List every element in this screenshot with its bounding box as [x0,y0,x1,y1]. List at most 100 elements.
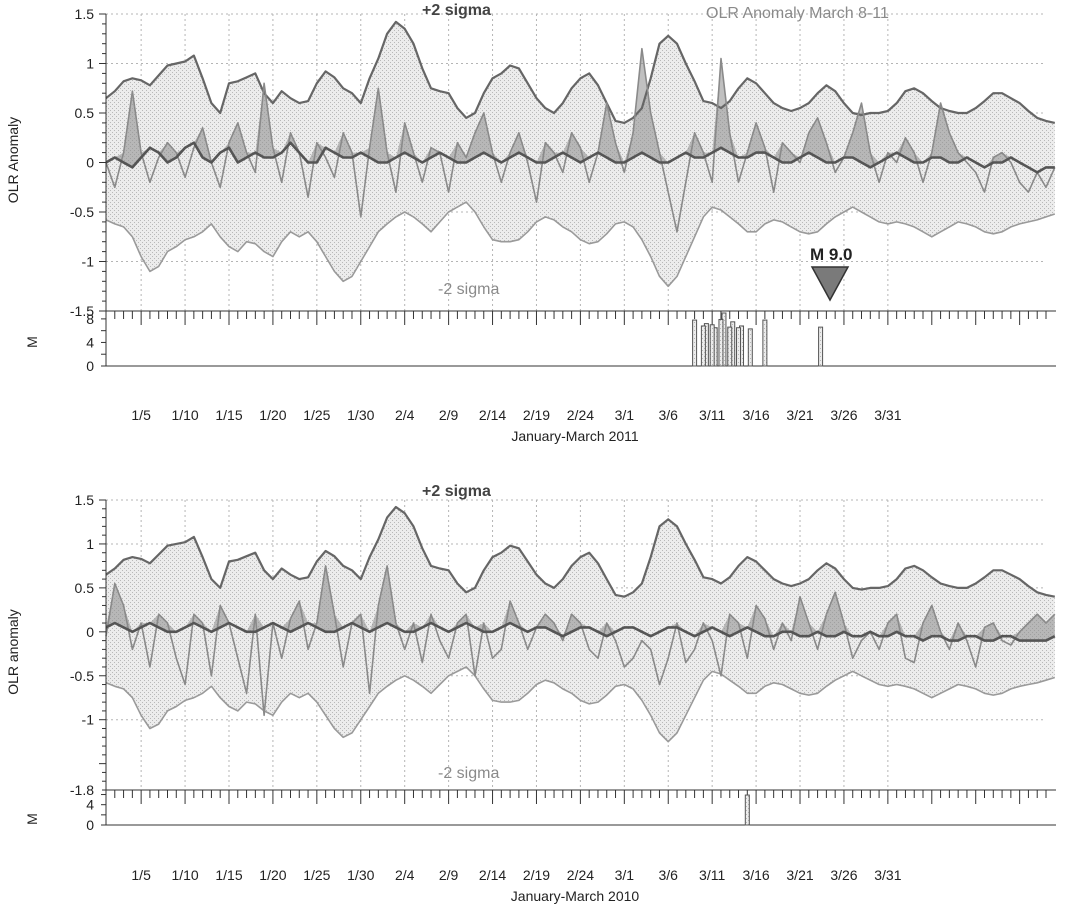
quake-label-2011: M 9.0 [810,245,853,264]
magnitude-chart-2011: 8 4 0 1/5 1/10 1/15 1/20 1/25 1/30 2/4 2/9 2/14 2/1… [24,310,1056,444]
magnitude-bar [727,326,733,367]
y-tick-label: -0.5 [70,668,94,684]
y-axis-label-magnitude-2011: M [24,336,40,348]
sigma-low-label-2011: -2 sigma [438,281,499,298]
x-tick-label: 2/19 [523,407,550,423]
series-plus-2-sigma-line [105,20,1056,125]
magnitude-bar [718,318,724,367]
x-tick-label: 3/21 [786,407,813,423]
y-tick-labels-magnitude-2011: 8 4 0 [86,311,94,374]
x-tick-label: 1/20 [259,867,286,883]
x-tick-label: 3/31 [874,407,901,423]
y-tick-label: 1.5 [75,6,95,22]
anomaly-exceedance-2011 [106,48,1055,173]
magnitude-bar [736,327,742,367]
quake-triangle-marker [810,266,850,302]
x-tick-label: 3/1 [615,407,635,423]
y-tick-label: 0 [86,358,94,374]
x-tick-label: 1/25 [303,867,330,883]
y-tick-label: 1 [86,536,94,552]
y-tick-label: 0 [86,624,94,640]
x-tick-label: 3/26 [830,407,857,423]
x-tick-label: 3/11 [699,867,725,883]
sigma-high-label-2010: +2 sigma [422,483,491,500]
x-tick-label: 2/9 [439,407,459,423]
magnitude-chart-2010: 40 1/5 1/10 1/15 1/20 1/25 1/30 2/4 2/9 2/14 2/19… [24,789,1056,904]
x-tick-label: 3/21 [786,867,813,883]
x-tick-label: 3/11 [699,407,725,423]
exceedance-area [106,565,1055,641]
x-tick-labels-2011: 1/5 1/10 1/15 1/20 1/25 1/30 2/4 2/9 2/14 2/19 2/2… [131,407,901,423]
x-tick-label: 1/5 [131,407,151,423]
x-axis-label-2011: January-March 2011 [511,428,639,444]
x-tick-label: 1/10 [171,867,198,883]
series-minus-2-sigma-line [105,201,1056,288]
magnitude-bars-2010 [744,794,750,826]
x-tick-label: 2/19 [523,867,550,883]
series-observed-line [105,565,1056,717]
exceedance-area [106,48,1055,173]
y-tick-label: 1.5 [75,492,95,508]
y-tick-label: 0.5 [75,105,95,121]
y-tick-labels-2011: 1.5 1 0.5 0 -0.5 -1 -1.5 [70,6,94,319]
series-mean-line [105,621,1056,642]
y-tick-label: 0 [86,817,94,833]
x-tick-label: 2/14 [479,867,506,883]
x-tick-label: 3/16 [742,867,769,883]
x-tick-label: 2/4 [395,407,415,423]
series-plus-2-sigma-line [105,505,1056,598]
series-mean-line [105,141,1055,174]
y-tick-label: -1.8 [70,782,94,798]
y-tick-labels-2010: 1.5 1 0.5 0 -0.5 -1 -1.8 [70,492,94,798]
y-tick-label: -1 [82,254,95,270]
y-tick-label: 0.5 [75,580,95,596]
y-axis-label-2011: OLR Anomaly [5,117,21,203]
y-tick-label: -1 [82,712,95,728]
y-axis-label-magnitude-2010: M [24,813,40,825]
axes-magnitude-2011 [101,310,1056,367]
magnitude-bar [818,326,824,367]
x-tick-label: 3/31 [874,867,901,883]
note-label-2011: OLR Anomaly March 8-11 [706,5,889,22]
x-tick-label: 3/1 [615,867,635,883]
x-axis-label-2010: January-March 2010 [511,888,640,904]
x-tick-label: 3/26 [830,867,857,883]
magnitude-bar [709,324,715,367]
x-tick-label: 2/14 [479,407,506,423]
x-tick-labels-2010: 1/5 1/10 1/15 1/20 1/25 1/30 2/4 2/9 2/14 2/19 2/2… [131,867,901,883]
magnitude-bars-2011 [692,312,824,367]
x-tick-label: 1/5 [131,867,151,883]
x-tick-label: 2/24 [567,407,594,423]
magnitude-bar [744,794,750,826]
x-tick-label: 3/6 [659,407,679,423]
y-tick-label: 4 [86,797,94,813]
axes-magnitude-2010 [101,789,1056,826]
series-lines-2010 [105,505,1056,743]
y-tick-label: 0 [86,155,94,171]
x-tick-label: 3/16 [742,407,769,423]
magnitude-bar [692,319,698,367]
sigma-high-label-2011: +2 sigma [422,2,491,19]
x-tick-label: 1/25 [303,407,330,423]
x-tick-label: 3/6 [659,867,679,883]
x-tick-label: 2/4 [395,867,415,883]
series-lines-2011 [105,20,1056,288]
y-tick-label: 4 [86,334,94,350]
x-tick-label: 1/30 [347,407,374,423]
x-tick-label: 2/24 [567,867,594,883]
x-tick-label: 1/20 [259,407,286,423]
x-tick-label: 1/15 [215,407,242,423]
anomaly-exceedance-2010 [106,565,1055,641]
y-tick-label: -1.5 [70,303,94,319]
x-tick-label: 1/15 [215,867,242,883]
magnitude-bar [762,319,768,367]
x-tick-label: 1/10 [171,407,198,423]
olr-chart-2011: 1.510.50-0.5-1-1.5 OLR Anomaly +2 sigma … [5,2,1056,319]
x-tick-label: 2/9 [439,867,459,883]
y-tick-labels-magnitude-2010: 40 [86,797,94,833]
olr-chart-2010: 1.510.50-0.5-1-1.8 OLR anomaly +2 sigma … [5,483,1056,798]
y-tick-label: -0.5 [70,204,94,220]
series-observed-line [105,47,1056,233]
magnitude-bar [747,328,753,367]
